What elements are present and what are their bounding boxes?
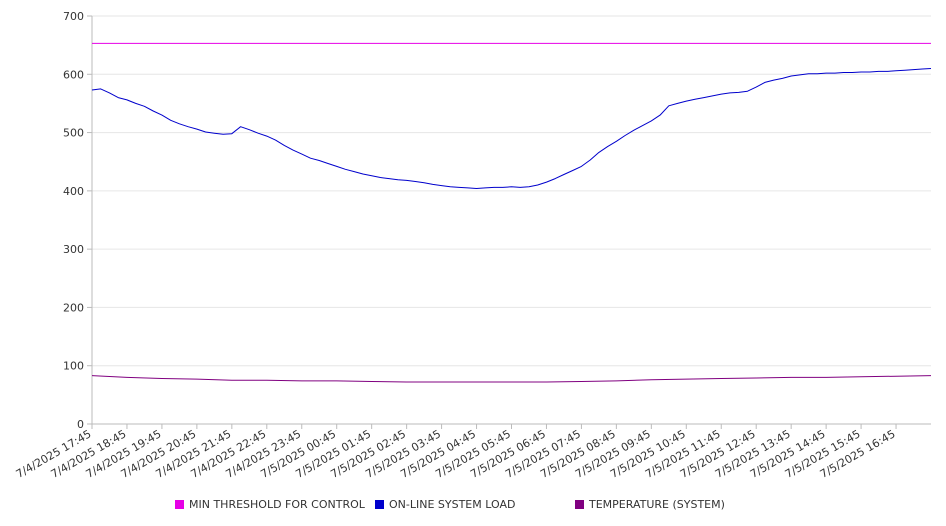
legend-label-system-load: ON-LINE SYSTEM LOAD (389, 498, 516, 511)
legend-item-system-load: ON-LINE SYSTEM LOAD (375, 498, 515, 511)
legend-label-temperature: TEMPERATURE (SYSTEM) (589, 498, 725, 511)
y-tick-label: 200 (63, 301, 84, 314)
y-tick-label: 400 (63, 185, 84, 198)
series-lines (91, 42, 932, 383)
y-tick-label: 0 (77, 418, 84, 431)
gridlines (92, 15, 931, 425)
legend-item-min-threshold: MIN THRESHOLD FOR CONTROL (175, 498, 365, 511)
legend-swatch-temperature (575, 500, 584, 509)
y-tick-label: 600 (63, 68, 84, 81)
y-tick-label: 500 (63, 127, 84, 140)
legend: MIN THRESHOLD FOR CONTROL ON-LINE SYSTEM… (175, 498, 935, 514)
legend-swatch-system-load (375, 500, 384, 509)
x-axis-ticks: 7/4/2025 17:457/4/2025 18:457/4/2025 19:… (14, 424, 898, 481)
legend-swatch-min-threshold (175, 500, 184, 509)
legend-label-min-threshold: MIN THRESHOLD FOR CONTROL (189, 498, 365, 511)
y-axis-ticks: 0 100 200 300 400 500 600 700 (63, 10, 92, 431)
series-line-system-load (91, 68, 932, 189)
legend-item-temperature: TEMPERATURE (SYSTEM) (575, 498, 725, 511)
axes (91, 16, 931, 425)
y-tick-label: 100 (63, 360, 84, 373)
y-tick-label: 300 (63, 243, 84, 256)
y-tick-label: 700 (63, 10, 84, 23)
series-line-temperature (91, 375, 932, 383)
